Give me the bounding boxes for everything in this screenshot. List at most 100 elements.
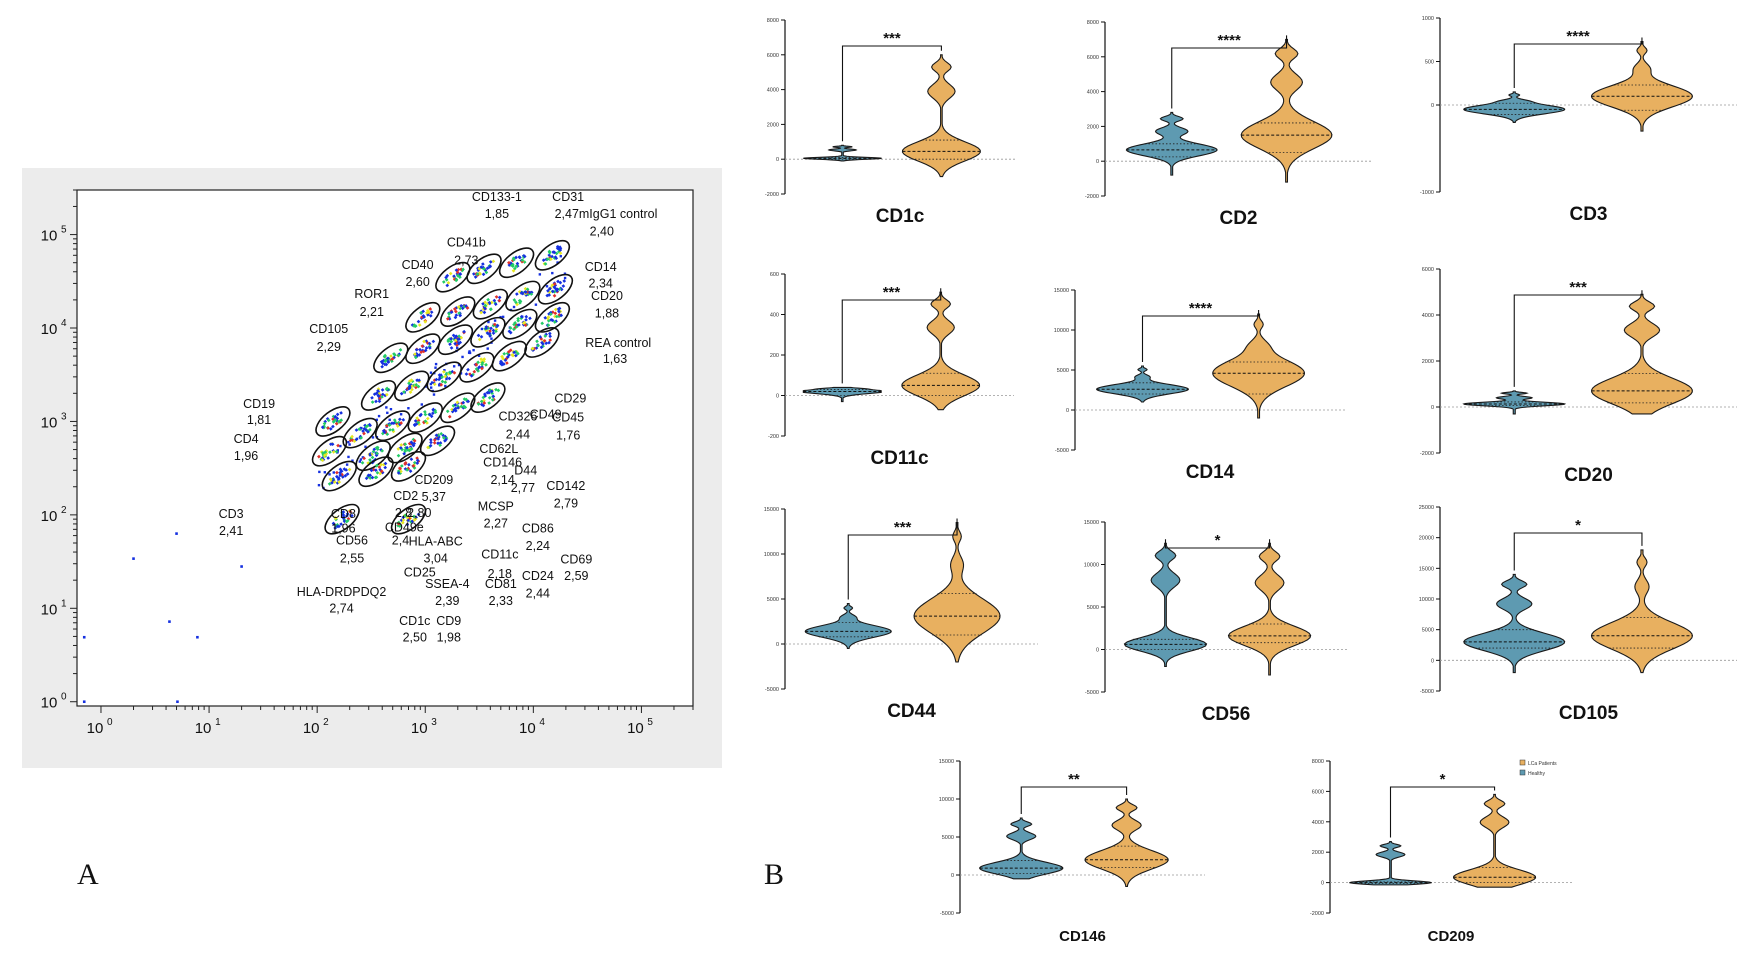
y-tick-label: 5000 <box>1087 605 1099 611</box>
violin-healthy <box>1123 542 1208 668</box>
significance-bracket <box>1171 35 1288 109</box>
cluster-event <box>525 287 530 292</box>
cluster-event <box>419 310 423 315</box>
y-tick-label: 0 <box>1431 103 1434 109</box>
cluster-event <box>370 455 375 460</box>
cluster-event <box>328 427 333 431</box>
scatter-point <box>347 455 350 459</box>
cluster-gate <box>505 280 541 312</box>
y-tick-label: -5000 <box>1085 690 1099 696</box>
cluster-gate <box>390 451 427 482</box>
cluster-gate <box>537 273 574 305</box>
y-tick-label: 5000 <box>942 835 954 841</box>
cluster-event <box>370 475 375 480</box>
cluster-event <box>386 360 391 365</box>
cluster-event <box>407 384 412 389</box>
x-tick-label: 10 <box>303 720 320 737</box>
scatter-point <box>467 351 471 354</box>
cluster-event <box>424 346 429 350</box>
chart-title-cd20: CD20 <box>1564 465 1613 486</box>
y-tick-label: 6000 <box>1422 267 1434 273</box>
cluster-event <box>348 438 353 443</box>
significance-stars: *** <box>883 30 901 47</box>
y-tick-label: 5000 <box>767 597 779 603</box>
cluster-event <box>494 295 499 299</box>
marker-annotation: 2,27 <box>484 517 508 531</box>
cluster-event <box>354 428 359 432</box>
gate-ellipse <box>470 316 506 348</box>
cluster-event <box>409 457 414 462</box>
cluster-event <box>391 427 395 432</box>
cluster-event <box>487 331 492 336</box>
gate-ellipse <box>311 435 348 467</box>
scatter-point <box>534 303 538 306</box>
cluster-event <box>487 401 491 405</box>
cluster-event <box>437 377 441 382</box>
cluster-event <box>487 265 492 269</box>
cluster-event <box>489 307 493 311</box>
marker-annotation: CD1c <box>399 614 430 628</box>
cluster-event <box>403 513 408 518</box>
violin-patients <box>1084 798 1169 887</box>
cluster-event <box>364 476 369 481</box>
significance-stars: * <box>1215 532 1221 549</box>
cluster-event <box>400 464 404 468</box>
cluster-gate <box>440 296 476 327</box>
gate-ellipse <box>394 370 430 402</box>
cluster-event <box>343 473 348 478</box>
legend: LCa Patients Healthy <box>1519 759 1557 777</box>
cluster-event <box>449 310 454 314</box>
cluster-event <box>474 362 479 367</box>
cluster-event <box>519 314 524 319</box>
cluster-event <box>423 319 428 324</box>
cluster-gate <box>360 379 397 411</box>
cluster-event <box>398 445 403 450</box>
cluster-event <box>443 380 448 385</box>
cluster-event <box>558 248 563 252</box>
scatter-point <box>457 342 460 346</box>
cluster-event <box>337 480 342 484</box>
y-tick-label: -5000 <box>765 687 779 693</box>
cluster-event <box>550 318 555 323</box>
cluster-event <box>416 319 421 324</box>
cluster-event <box>328 450 332 455</box>
cluster-event <box>390 357 395 361</box>
cluster-event <box>335 474 339 479</box>
cluster-event <box>539 345 544 350</box>
cluster-event <box>335 412 340 417</box>
cluster-event <box>395 424 400 428</box>
cluster-event <box>417 323 422 327</box>
scatter-point <box>364 445 367 448</box>
cluster-event <box>426 445 430 450</box>
y-tick-label: -5000 <box>1055 448 1069 454</box>
marker-annotation: 2,29 <box>317 340 341 354</box>
cluster-event <box>520 258 525 263</box>
scatter-point <box>176 700 179 704</box>
cluster-gate <box>342 417 378 449</box>
cluster-event <box>375 447 380 452</box>
cluster-event <box>364 427 368 432</box>
significance-stars: **** <box>1189 300 1213 317</box>
marker-annotation: CD326 <box>498 410 537 424</box>
cluster-event <box>491 259 496 264</box>
cluster-event <box>410 387 414 392</box>
marker-annotation: CD49e <box>385 521 424 535</box>
gate-ellipse <box>355 440 391 472</box>
scatter-point <box>493 319 497 322</box>
chart-title-cd44: CD44 <box>887 701 936 722</box>
y-tick-label: 10 <box>41 321 58 338</box>
violin-chart-cd105: -5000 0 5000 10000 15000 20000 25000 * CD105 <box>1419 505 1737 724</box>
cluster-event <box>405 522 410 527</box>
scatter-point <box>480 327 484 331</box>
cluster-event <box>331 420 336 424</box>
cluster-event <box>491 394 496 399</box>
scatter-point <box>545 285 549 288</box>
scatter-point <box>323 471 327 474</box>
cluster-event <box>453 403 458 407</box>
cluster-event <box>551 289 555 294</box>
cluster-event <box>374 468 378 473</box>
violin-healthy <box>1349 841 1432 886</box>
cluster-event <box>403 462 407 466</box>
cluster-event <box>471 272 476 276</box>
cluster-event <box>332 522 336 526</box>
